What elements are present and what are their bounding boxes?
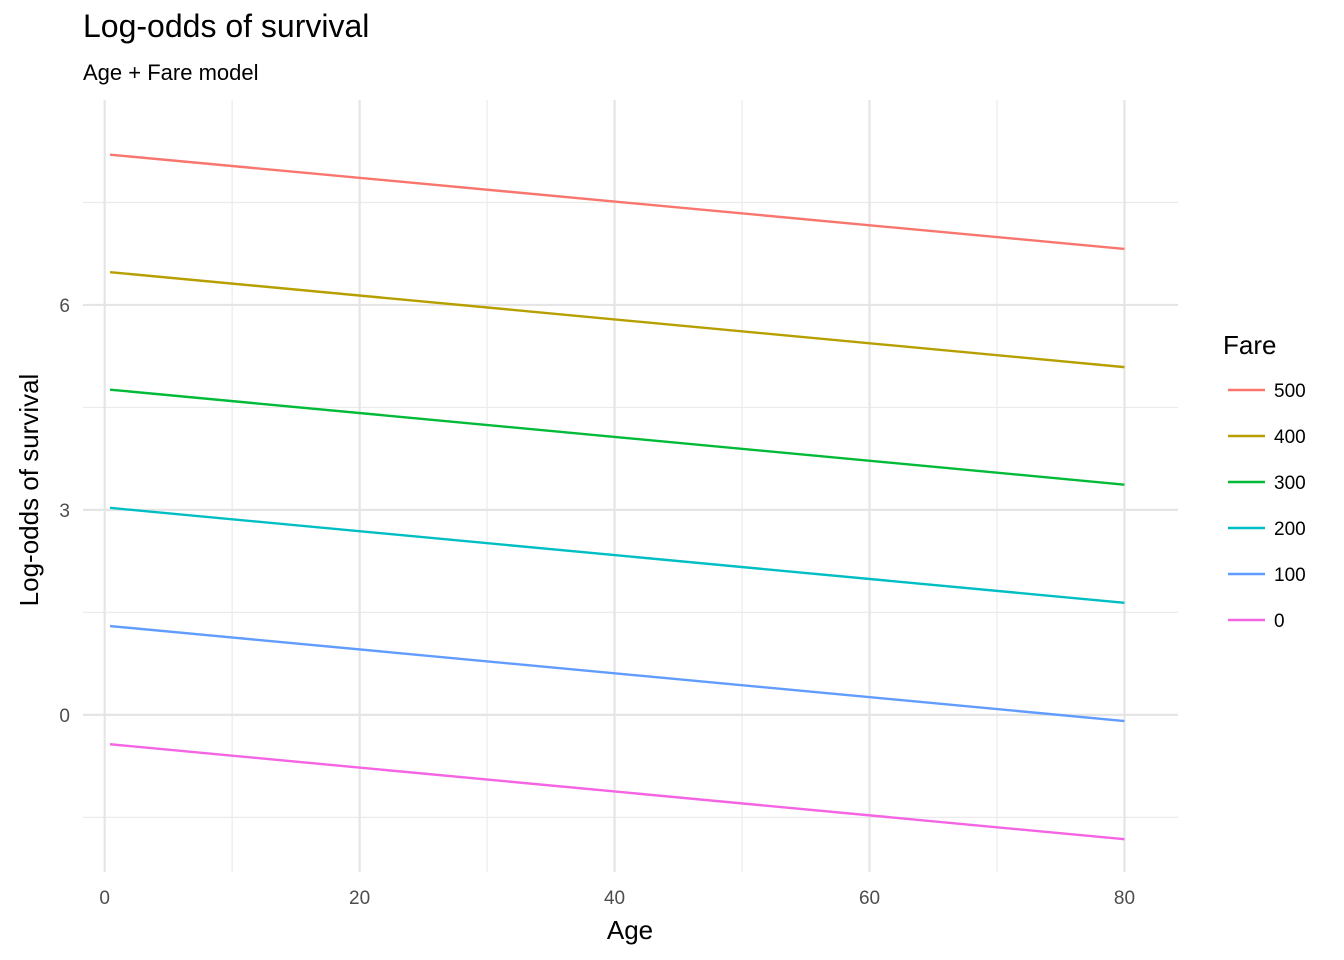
- y-axis-title: Log-odds of survival: [14, 374, 44, 607]
- chart-title: Log-odds of survival: [83, 8, 370, 44]
- x-tick-label: 0: [99, 888, 110, 909]
- x-tick-label: 20: [349, 888, 370, 909]
- series-line-fare-100: [109, 624, 1125, 723]
- series-line-fare-300: [109, 388, 1125, 486]
- x-tick-label: 80: [1114, 888, 1135, 909]
- y-tick-label: 6: [59, 296, 70, 317]
- series-line-fare-0: [109, 743, 1125, 841]
- series-line-fare-200: [109, 506, 1125, 605]
- chart-subtitle: Age + Fare model: [83, 60, 259, 85]
- y-axis-tick-labels: 0 3 6: [59, 296, 70, 727]
- legend: Fare 500 400 300 200 100 0: [1223, 330, 1306, 632]
- legend-label-fare-500: 500: [1274, 381, 1306, 402]
- legend-title: Fare: [1223, 330, 1276, 360]
- y-tick-label: 0: [59, 706, 70, 727]
- y-tick-label: 3: [59, 501, 70, 522]
- legend-label-fare-100: 100: [1274, 565, 1306, 586]
- legend-label-fare-200: 200: [1274, 519, 1306, 540]
- x-tick-label: 60: [859, 888, 880, 909]
- legend-label-fare-0: 0: [1274, 611, 1285, 632]
- series-lines: [109, 153, 1125, 841]
- series-line-fare-400: [109, 270, 1125, 369]
- legend-label-fare-300: 300: [1274, 473, 1306, 494]
- x-tick-label: 40: [604, 888, 625, 909]
- x-axis-title: Age: [607, 915, 653, 945]
- major-gridlines: [83, 100, 1178, 872]
- x-axis-tick-labels: 0 20 40 60 80: [99, 888, 1135, 909]
- legend-label-fare-400: 400: [1274, 427, 1306, 448]
- series-line-fare-500: [109, 153, 1125, 251]
